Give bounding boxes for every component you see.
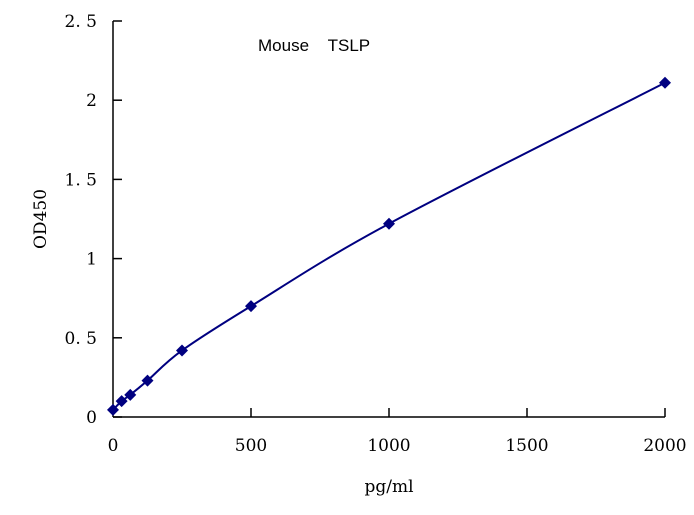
- data-point-diamond-icon: [383, 217, 395, 230]
- x-tick-label: 1000: [367, 436, 410, 456]
- data-point-diamond-icon: [245, 300, 257, 313]
- y-tick-label: 1. 5: [65, 170, 97, 190]
- x-tick-label: 500: [235, 436, 267, 456]
- y-tick-label: 2. 5: [65, 12, 97, 32]
- x-tick-label: 0: [108, 436, 119, 456]
- x-axis-ticks: 0 500 1000 1500 2000: [108, 408, 687, 456]
- y-tick-label: 2: [86, 91, 97, 111]
- x-axis-title: pg/ml: [364, 477, 413, 497]
- chart-title: Mouse TSLP: [258, 36, 370, 55]
- y-axis-title: OD450: [31, 189, 51, 249]
- data-point-diamond-icon: [107, 403, 119, 416]
- data-point-diamond-icon: [124, 388, 137, 401]
- x-tick-label: 1500: [505, 436, 548, 456]
- y-tick-label: 1: [86, 250, 97, 270]
- data-point-diamond-icon: [115, 395, 128, 408]
- y-tick-label: 0: [86, 408, 97, 428]
- data-point-diamond-icon: [176, 344, 188, 357]
- data-point-diamond-icon: [659, 76, 671, 89]
- data-point-diamond-icon: [141, 374, 154, 387]
- y-axis-ticks: 0 0. 5 1 1. 5 2 2. 5: [65, 12, 122, 428]
- data-series: [107, 76, 671, 416]
- x-tick-label: 2000: [643, 436, 686, 456]
- series-line: [112, 81, 666, 411]
- y-tick-label: 0. 5: [65, 329, 97, 349]
